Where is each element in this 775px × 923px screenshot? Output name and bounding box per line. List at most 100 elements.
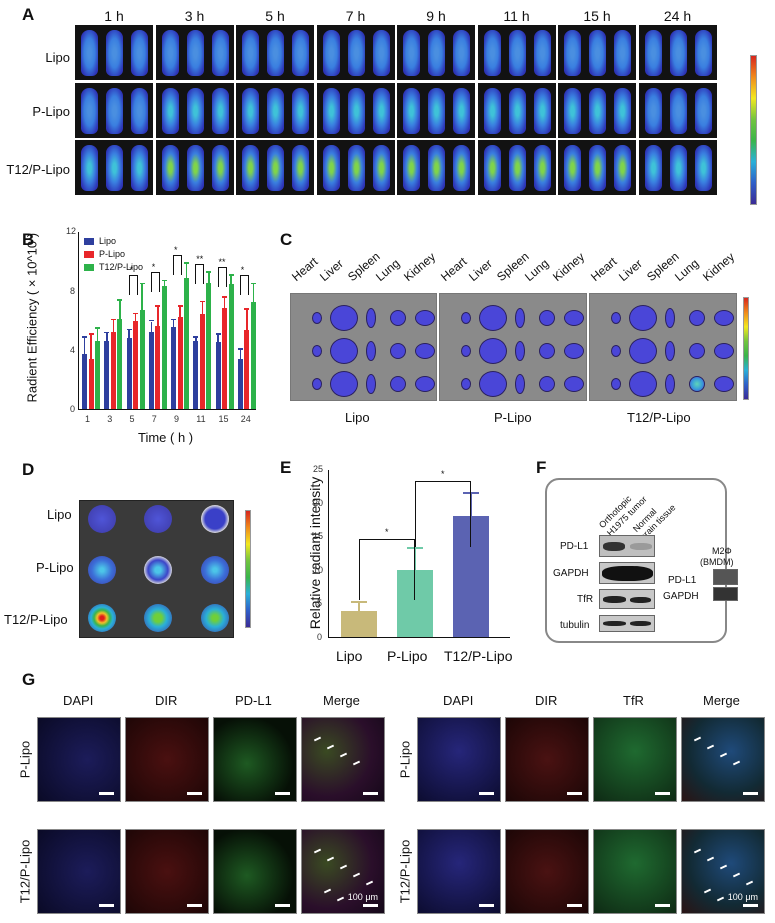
bar-t12-p-lipo (206, 282, 212, 409)
scale-bar (743, 904, 758, 907)
mouse-image-cell (477, 82, 556, 138)
micrograph-tfr (593, 717, 677, 802)
significance-marker: * (240, 265, 245, 276)
error-cap (463, 491, 479, 494)
organ (366, 308, 376, 328)
organ (366, 341, 376, 361)
g-row-label-t12-p-lipo: T12/P-Lipo (397, 839, 413, 904)
timepoint-header: 1 h (104, 8, 124, 24)
mouse (186, 30, 204, 76)
mouse (347, 145, 365, 191)
error-cap (110, 318, 116, 320)
bar-p-lipo (177, 317, 183, 409)
mouse (589, 87, 606, 134)
d-row-label-t12-p-lipo: T12/P-Lipo (4, 612, 68, 627)
error-cap (177, 305, 183, 307)
micrograph-dir (505, 829, 589, 914)
e-xtick-p-lipo: P-Lipo (387, 648, 428, 664)
significance-bracket (150, 272, 160, 293)
panel-letter-f: F (536, 458, 547, 477)
well (144, 604, 172, 632)
g-column-dapi-left: DAPI (63, 693, 94, 708)
e-xtick-t12-p-lipo: T12/P-Lipo (444, 648, 513, 664)
well (201, 505, 229, 533)
g-column-dir-right: DIR (535, 693, 558, 708)
mouse (669, 30, 687, 76)
blot-label-tubulin: tubulin (560, 620, 590, 631)
bar-lipo (104, 340, 110, 409)
error-bar (208, 272, 210, 283)
organ-label-kidney: Kidney (550, 249, 588, 284)
micrograph-merge (301, 717, 385, 802)
organ (312, 378, 322, 390)
bar-t12-p-lipo (117, 318, 123, 409)
micrograph-dapi (37, 829, 121, 914)
bar-p-lipo (155, 325, 161, 409)
bar-lipo (237, 358, 243, 409)
well (144, 556, 172, 584)
legend-label-p-lipo: P-Lipo (99, 249, 126, 259)
timepoint-header: 9 h (426, 8, 446, 24)
b-xtick: 5 (129, 414, 135, 424)
row-label-lipo: Lipo (45, 50, 70, 65)
micrograph-dir (125, 829, 209, 914)
bar-p-lipo (199, 314, 205, 409)
organ (564, 376, 584, 392)
organ-label-kidney: Kidney (700, 249, 738, 284)
error-bar (106, 333, 108, 341)
b-ytick: 4 (70, 345, 76, 355)
scale-bar (187, 904, 202, 907)
legend-swatch-t12-p-lipo (84, 264, 94, 271)
organ (515, 374, 525, 394)
mouse (453, 145, 470, 191)
mouse (267, 145, 284, 191)
mouse (483, 145, 501, 191)
mouse (242, 145, 259, 191)
organ (714, 343, 734, 359)
organ (415, 343, 435, 359)
micrograph-merge: 100 μm (301, 829, 385, 914)
error-cap (222, 296, 227, 298)
mouse (614, 145, 631, 191)
scale-bar (479, 792, 494, 795)
arrow-indicator (352, 872, 361, 878)
organ (714, 376, 734, 392)
b-xtick: 7 (151, 414, 157, 424)
legend-swatch-p-lipo (84, 251, 94, 258)
error-cap (133, 312, 138, 315)
mouse-image-cell (558, 82, 636, 138)
b-ytick: 12 (66, 226, 77, 236)
c-group-label-t12-p-lipo: T12/P-Lipo (627, 410, 691, 425)
significance-marker: ** (218, 256, 226, 267)
organ (390, 376, 406, 392)
bar-t12-p-lipo (95, 340, 100, 409)
significance-marker: * (129, 265, 134, 276)
organ (665, 374, 675, 394)
organ (665, 308, 675, 328)
error-bar (128, 330, 130, 338)
mouse (644, 87, 662, 134)
b-xtick: 9 (174, 414, 180, 424)
panel-letter-g: G (22, 670, 36, 689)
arrow-indicator (706, 744, 715, 750)
scale-bar (99, 904, 114, 907)
organ (461, 345, 471, 357)
blot-label-pd-l1: PD-L1 (560, 541, 589, 552)
mouse (161, 145, 179, 191)
timepoint-header: 24 h (663, 8, 692, 24)
mouse (161, 87, 179, 134)
scale-label: 100 μm (347, 892, 378, 902)
mouse (186, 87, 204, 134)
mouse-image-cell (236, 140, 314, 195)
organ (689, 376, 705, 392)
organ (564, 343, 584, 359)
mouse (669, 87, 687, 134)
error-bar (185, 263, 188, 279)
organ (611, 312, 621, 324)
blot-tfr (599, 589, 655, 609)
colorbar-d (245, 510, 251, 628)
b-xtick: 3 (107, 414, 113, 424)
bar-t12-p-lipo (161, 285, 167, 409)
mouse (644, 30, 662, 76)
e-ytick: 5 (317, 598, 323, 609)
